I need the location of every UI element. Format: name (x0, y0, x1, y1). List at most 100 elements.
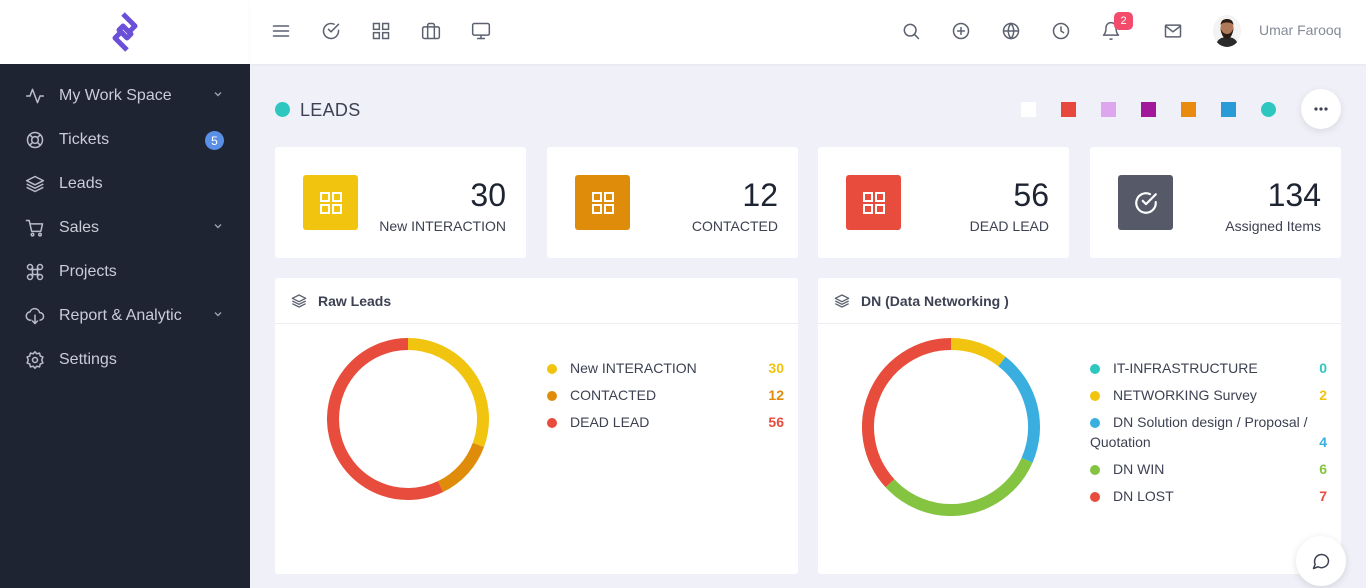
stat-label: CONTACTED (691, 218, 778, 234)
legend-value: 7 (1319, 488, 1327, 504)
legend-value: 56 (768, 414, 784, 430)
legend-value: 6 (1319, 461, 1327, 477)
sidebar-item-label: Report & Analytic (59, 307, 182, 324)
check-circle-icon (1118, 175, 1173, 230)
cart-icon (24, 217, 46, 239)
page-title: LEADS (300, 100, 361, 120)
theme-swatch-purple[interactable] (1141, 102, 1156, 117)
stat-value: 12 (742, 177, 778, 213)
sidebar-item-label: Sales (59, 219, 100, 236)
stat-card-new-interaction[interactable]: 30 New INTERACTION (275, 147, 526, 258)
stat-label: DEAD LEAD (969, 218, 1049, 234)
page-title-dot (275, 102, 290, 117)
legend-value: 4 (1319, 434, 1327, 450)
donut-segment-dn-lost[interactable] (862, 338, 952, 488)
more-options-button[interactable] (1301, 89, 1341, 129)
plus-circle-icon[interactable] (949, 19, 973, 43)
gear-icon (24, 349, 46, 371)
dn-panel: DN (Data Networking ) IT-INFRASTRUCTURE … (818, 278, 1341, 574)
sidebar-item-tickets[interactable]: Tickets 5 (0, 118, 250, 162)
legend-label: DN LOST (1113, 488, 1174, 504)
lifebuoy-icon (24, 129, 46, 151)
legend-value: 0 (1319, 360, 1327, 376)
stat-value: 56 (1013, 177, 1049, 213)
legend-dot (547, 364, 557, 374)
theme-swatch-teal[interactable] (1261, 102, 1276, 117)
monitor-icon[interactable] (469, 19, 493, 43)
sidebar-item-my-work-space[interactable]: My Work Space (0, 74, 250, 118)
raw-leads-donut-chart (327, 338, 489, 500)
notification-badge: 2 (1114, 12, 1133, 30)
sidebar-item-label: Settings (59, 351, 117, 368)
panel-header: DN (Data Networking ) (818, 278, 1341, 324)
legend-dot (1090, 418, 1100, 428)
legend-label: CONTACTED (570, 387, 657, 403)
sidebar-item-label: Leads (59, 175, 103, 192)
sidebar-item-leads[interactable]: Leads (0, 162, 250, 206)
stat-label: New INTERACTION (379, 218, 506, 234)
briefcase-icon[interactable] (419, 19, 443, 43)
search-icon[interactable] (899, 19, 923, 43)
user-name[interactable]: Umar Farooq (1259, 22, 1342, 38)
grid-icon (575, 175, 630, 230)
clock-icon[interactable] (1049, 19, 1073, 43)
legend-label: DN Solution design / Proposal / (1113, 414, 1308, 430)
sidebar-item-report-analytic[interactable]: Report & Analytic (0, 294, 250, 338)
app-logo (112, 12, 138, 52)
bell-icon[interactable] (1099, 19, 1123, 43)
layers-icon (24, 173, 46, 195)
legend-label: DEAD LEAD (570, 414, 650, 430)
chevron-down-icon (214, 224, 222, 229)
topbar: 2 Umar Farooq (250, 0, 1366, 64)
chat-button[interactable] (1296, 536, 1346, 586)
stat-card-assigned-items[interactable]: 134 Assigned Items (1090, 147, 1341, 258)
sidebar-item-sales[interactable]: Sales (0, 206, 250, 250)
stat-label: Assigned Items (1225, 218, 1321, 234)
donut-segment-contacted[interactable] (437, 442, 485, 492)
raw-leads-panel: Raw Leads New INTERACTION 30 CONTACTED 1… (275, 278, 798, 574)
legend-label: New INTERACTION (570, 360, 697, 376)
donut-segment-dn-solution-design-proposal[interactable] (998, 356, 1040, 463)
theme-swatch-blue[interactable] (1221, 102, 1236, 117)
legend-dot (1090, 391, 1100, 401)
stat-card-dead-lead[interactable]: 56 DEAD LEAD (818, 147, 1069, 258)
dn-donut-chart (862, 338, 1040, 516)
legend-dot (1090, 492, 1100, 502)
sidebar-item-projects[interactable]: Projects (0, 250, 250, 294)
sidebar-item-settings[interactable]: Settings (0, 338, 250, 382)
legend-value: 2 (1319, 387, 1327, 403)
legend-value: 30 (768, 360, 784, 376)
command-icon (24, 261, 46, 283)
globe-icon[interactable] (999, 19, 1023, 43)
theme-swatch-lilac[interactable] (1101, 102, 1116, 117)
menu-icon[interactable] (269, 19, 293, 43)
stat-card-contacted[interactable]: 12 CONTACTED (547, 147, 798, 258)
avatar[interactable] (1213, 15, 1241, 47)
theme-swatch-white[interactable] (1021, 102, 1036, 117)
message-circle-icon (1312, 553, 1330, 570)
panel-title: Raw Leads (318, 292, 392, 309)
sidebar-item-label: Tickets (59, 131, 110, 148)
layers-icon (291, 293, 307, 309)
mail-icon[interactable] (1161, 19, 1185, 43)
donut-segment-dn-win[interactable] (885, 457, 1033, 516)
stat-value: 134 (1267, 177, 1321, 213)
sidebar-nav: My Work Space Tickets 5 Leads Sales (0, 64, 250, 382)
legend-label: IT-INFRASTRUCTURE (1113, 360, 1258, 376)
donut-segment-new-interaction[interactable] (407, 338, 489, 447)
donut-segment-dead-lead[interactable] (327, 338, 444, 500)
legend-label: NETWORKING Survey (1113, 387, 1257, 403)
grid-icon[interactable] (369, 19, 393, 43)
activity-icon (24, 85, 46, 107)
donut-segment-networking-survey[interactable] (950, 338, 1006, 367)
legend-label: DN WIN (1113, 461, 1165, 477)
stat-value: 30 (470, 177, 506, 213)
legend-label-continued: Quotation (1090, 434, 1151, 450)
check-circle-icon[interactable] (319, 19, 343, 43)
theme-swatch-red[interactable] (1061, 102, 1076, 117)
sidebar: My Work Space Tickets 5 Leads Sales (0, 0, 250, 588)
logo-area[interactable] (0, 0, 250, 64)
theme-swatch-orange[interactable] (1181, 102, 1196, 117)
chevron-down-icon (214, 312, 222, 317)
more-horizontal-icon (1314, 107, 1328, 111)
